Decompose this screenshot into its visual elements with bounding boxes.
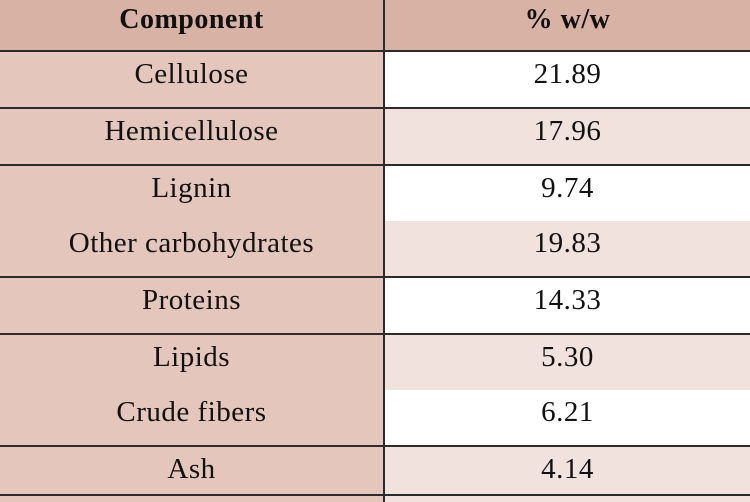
value-cell: 19.83 xyxy=(384,221,750,277)
header-component: Component xyxy=(0,0,385,52)
value-cell: 4.14 xyxy=(384,445,750,502)
table-row: Cellulose 21.89 xyxy=(0,50,750,108)
table-row: Lipids 5.30 xyxy=(0,333,750,390)
component-cell: Ash xyxy=(0,445,385,502)
component-cell: Cellulose xyxy=(0,50,385,108)
component-cell: Crude fibers xyxy=(0,390,385,446)
component-cell: Proteins xyxy=(0,276,385,334)
table-header-row: Component % w/w xyxy=(0,0,750,52)
component-cell: Lipids xyxy=(0,333,385,390)
value-cell: 21.89 xyxy=(384,50,750,108)
value-cell: 17.96 xyxy=(384,107,750,165)
component-cell: Lignin xyxy=(0,164,385,221)
table-row: Other carbohydrates 19.83 xyxy=(0,221,750,277)
table-row: Lignin 9.74 xyxy=(0,164,750,221)
table-bottom-rule xyxy=(0,494,750,496)
value-cell: 6.21 xyxy=(384,390,750,446)
component-cell: Hemicellulose xyxy=(0,107,385,165)
header-percent-ww: % w/w xyxy=(384,0,750,52)
table-row: Ash 4.14 xyxy=(0,445,750,502)
value-cell: 14.33 xyxy=(384,276,750,334)
value-cell: 5.30 xyxy=(384,333,750,390)
table-row: Proteins 14.33 xyxy=(0,276,750,334)
table-row: Crude fibers 6.21 xyxy=(0,390,750,446)
component-cell: Other carbohydrates xyxy=(0,221,385,277)
value-cell: 9.74 xyxy=(384,164,750,221)
table-row: Hemicellulose 17.96 xyxy=(0,107,750,165)
